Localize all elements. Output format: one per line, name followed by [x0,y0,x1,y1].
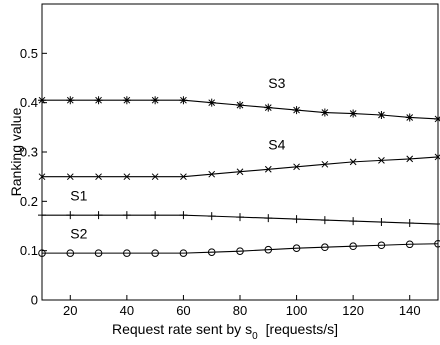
x-tick-label-60: 60 [176,303,190,318]
marker-s4-110 [321,160,329,168]
marker-s1-60 [179,211,188,220]
marker-s3-50 [151,96,160,105]
marker-s2-140 [405,240,414,249]
marker-s2-130 [377,241,386,250]
marker-s2-60 [179,249,188,257]
marker-s4-60 [180,173,187,181]
marker-s1-130 [377,218,386,227]
x-tick-label-120: 120 [342,303,364,318]
marker-s4-80 [236,168,244,176]
marker-s2-30 [94,249,103,257]
marker-s2-70 [207,248,216,256]
marker-s2-50 [151,249,159,257]
marker-s1-110 [320,216,329,225]
series-label-s1: S1 [70,187,87,203]
marker-s2-90 [264,245,273,254]
marker-s1-30 [94,211,103,220]
marker-s3-140 [405,113,414,122]
marker-s3-20 [66,96,75,105]
marker-s4-100 [293,163,300,171]
y-tick-label-0.5: 0.5 [20,46,38,61]
marker-s4-20 [66,173,74,181]
x-axis-title-subscript: 0 [252,331,258,342]
x-axis-title-units: [requests/s] [266,321,338,337]
marker-s1-50 [151,211,160,220]
marker-s4-40 [123,173,131,181]
marker-s4-30 [95,173,102,181]
marker-s3-110 [320,108,329,117]
marker-s1-150 [434,220,440,229]
y-axis-title: Ranking value [8,107,24,196]
y-tick-label-0.3: 0.3 [20,145,38,160]
marker-s1-140 [405,219,414,228]
plot-frame [41,3,439,301]
marker-s1-100 [292,215,301,224]
marker-s3-120 [349,109,358,118]
series-labels: S3 S4 S1 S2 [70,75,285,241]
marker-s3-80 [236,101,244,110]
series-line-s2 [42,243,439,254]
marker-s3-30 [94,96,103,105]
axis-ticks: 20 40 60 80 100 120 140 0 0.1 0.2 0.3 0.4 0.5 [20,46,421,318]
series-label-s2: S2 [70,225,87,241]
marker-s3-90 [264,103,273,112]
series-lines [42,99,439,254]
x-tick-label-20: 20 [63,303,77,318]
x-tick-label-80: 80 [233,303,247,318]
marker-s1-90 [264,214,273,223]
marker-s2-80 [236,247,244,255]
y-tick-label-0.4: 0.4 [20,95,38,110]
marker-s1-120 [349,217,358,226]
marker-s4-50 [151,173,159,181]
marker-s1-20 [66,211,75,220]
marker-s2-110 [321,243,329,252]
x-tick-label-140: 140 [399,303,421,318]
x-tick-label-100: 100 [286,303,308,318]
marker-s1-80 [236,213,244,222]
marker-s2-40 [123,249,131,257]
series-label-s4: S4 [268,137,285,153]
y-tick-label-0: 0 [31,293,38,308]
marker-s1-40 [122,211,131,220]
series-label-s3: S3 [268,75,285,91]
marker-s1-70 [207,212,216,221]
marker-s3-150 [434,114,440,123]
marker-s4-120 [349,158,357,166]
series-markers [38,96,440,257]
marker-s3-70 [207,98,216,107]
marker-s2-20 [66,249,75,257]
marker-s3-100 [292,106,301,115]
y-tick-label-0.1: 0.1 [20,243,38,258]
marker-s4-140 [406,155,414,163]
marker-s2-120 [349,242,357,251]
marker-s4-70 [208,170,216,178]
marker-s3-60 [179,96,188,105]
marker-s4-130 [378,157,385,164]
marker-s3-40 [122,96,131,105]
marker-s3-130 [377,111,386,119]
x-axis-title-main: Request rate sent by s [112,321,252,337]
x-axis-title: Request rate sent by s0 [requests/s] [112,321,338,342]
x-tick-label-40: 40 [120,303,134,318]
marker-s2-100 [292,244,301,252]
marker-s4-90 [264,165,272,173]
y-tick-label-0.2: 0.2 [20,194,38,209]
